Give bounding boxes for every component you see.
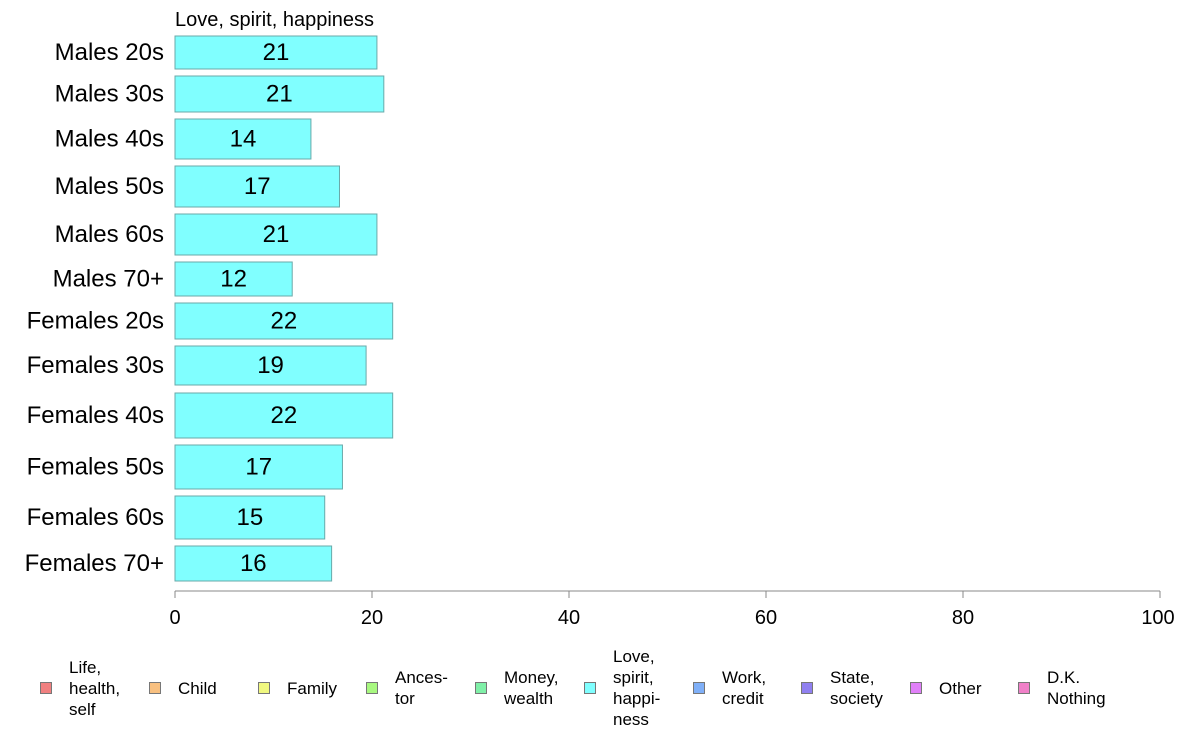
data-label: 21 bbox=[263, 39, 290, 66]
bar bbox=[174, 545, 333, 582]
chart-plot: Love, spirit, happiness Males 20s 21 Males… bbox=[25, 9, 1175, 629]
legend-item: Ances- tor bbox=[366, 640, 448, 736]
bar bbox=[174, 213, 378, 256]
x-tick-label: 100 bbox=[1141, 607, 1174, 629]
category-label: Males 50s bbox=[55, 173, 164, 200]
legend-label: Work, credit bbox=[722, 668, 767, 708]
legend-item: D.K. Nothing bbox=[1018, 640, 1106, 736]
legend-label: Love, spirit, happi- ness bbox=[613, 647, 661, 729]
legend-label: State, society bbox=[830, 668, 883, 708]
legend-swatch bbox=[1018, 682, 1030, 694]
data-label: 22 bbox=[270, 402, 297, 429]
category-label: Females 50s bbox=[27, 454, 164, 481]
category-label: Males 60s bbox=[55, 221, 164, 248]
legend-item: Love, spirit, happi- ness bbox=[584, 640, 660, 736]
bar bbox=[174, 302, 394, 340]
category-label: Females 40s bbox=[27, 402, 164, 429]
data-label: 16 bbox=[240, 550, 267, 577]
legend-item: Life, health, self bbox=[40, 640, 120, 736]
legend-item: Work, credit bbox=[693, 640, 766, 736]
data-label: 21 bbox=[266, 81, 293, 108]
bar bbox=[174, 165, 340, 208]
data-label: 22 bbox=[270, 308, 297, 335]
category-label: Males 70+ bbox=[53, 266, 164, 293]
data-label: 14 bbox=[230, 126, 257, 153]
chart-title: Love, spirit, happiness bbox=[175, 9, 374, 31]
legend-item: Money, wealth bbox=[475, 640, 559, 736]
legend-swatch bbox=[366, 682, 378, 694]
legend-label: Ances- tor bbox=[395, 668, 448, 708]
legend-swatch bbox=[801, 682, 813, 694]
bar bbox=[174, 345, 367, 386]
legend-swatch bbox=[40, 682, 52, 694]
legend-swatch bbox=[258, 682, 270, 694]
data-label: 12 bbox=[220, 266, 247, 293]
category-label: Females 30s bbox=[27, 352, 164, 379]
data-label: 17 bbox=[245, 454, 272, 481]
legend: Life, health, self Child Family Ances- tor M… bbox=[0, 640, 1188, 736]
category-label: Males 40s bbox=[55, 126, 164, 153]
legend-label: Money, wealth bbox=[504, 668, 559, 708]
category-label: Females 60s bbox=[27, 504, 164, 531]
data-label: 15 bbox=[237, 504, 264, 531]
bar bbox=[174, 35, 378, 70]
legend-label: Child bbox=[178, 678, 217, 698]
legend-item: Other bbox=[910, 640, 982, 736]
category-label: Females 70+ bbox=[25, 550, 164, 577]
legend-label: Family bbox=[287, 678, 338, 698]
bar bbox=[174, 495, 326, 540]
legend-label: D.K. Nothing bbox=[1047, 668, 1106, 708]
bar bbox=[174, 392, 394, 439]
legend-swatch bbox=[149, 682, 161, 694]
bar bbox=[174, 444, 343, 490]
legend-swatch bbox=[475, 682, 487, 694]
bar bbox=[174, 118, 312, 160]
legend-item: Child bbox=[149, 640, 217, 736]
category-label: Males 20s bbox=[55, 39, 164, 66]
data-label: 19 bbox=[257, 352, 284, 379]
x-tick-label: 20 bbox=[361, 607, 383, 629]
bar bbox=[174, 261, 293, 297]
bar bbox=[174, 75, 385, 113]
legend-label: Life, health, self bbox=[69, 657, 121, 719]
legend-item: Family bbox=[258, 640, 337, 736]
legend-swatch bbox=[693, 682, 705, 694]
legend-swatch bbox=[910, 682, 922, 694]
legend-swatch bbox=[584, 682, 596, 694]
x-tick-label: 0 bbox=[169, 607, 180, 629]
x-tick-label: 40 bbox=[558, 607, 580, 629]
data-label: 21 bbox=[263, 221, 290, 248]
data-label: 17 bbox=[244, 173, 271, 200]
x-tick-label: 80 bbox=[952, 607, 974, 629]
legend-item: State, society bbox=[801, 640, 883, 736]
category-label: Males 30s bbox=[55, 81, 164, 108]
legend-label: Other bbox=[939, 678, 982, 698]
x-tick-label: 60 bbox=[755, 607, 777, 629]
category-label: Females 20s bbox=[27, 308, 164, 335]
